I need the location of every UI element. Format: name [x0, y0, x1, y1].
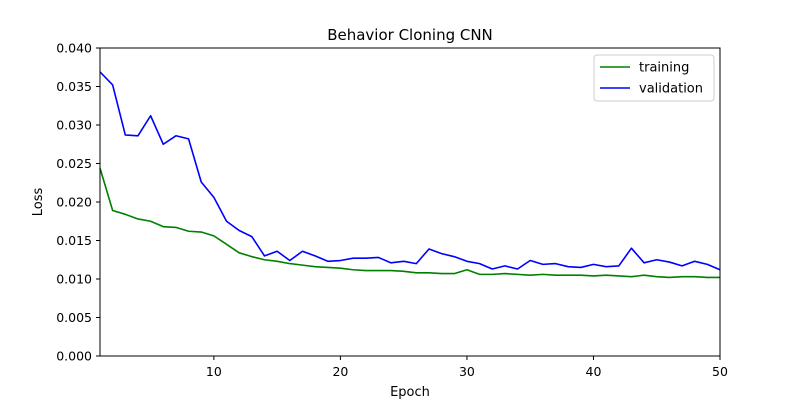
legend-label-validation: validation	[639, 82, 703, 97]
y-tick-label: 0.020	[56, 195, 92, 210]
y-tick-label: 0.025	[56, 156, 92, 171]
plot-area	[99, 71, 721, 279]
x-tick-label: 20	[332, 364, 348, 379]
x-axis-label: Epoch	[390, 385, 430, 400]
y-tick-label: 0.035	[56, 79, 92, 94]
y-axis: 0.000 0.005 0.010 0.015 0.020 0.025 0.030 0.035…	[56, 41, 100, 364]
x-axis: 10 20 30 40 50	[206, 356, 728, 379]
legend-label-training: training	[639, 61, 689, 76]
chart-title: Behavior Cloning CNN	[327, 26, 493, 44]
y-tick-label: 0.000	[56, 349, 92, 364]
y-tick-label: 0.015	[56, 233, 92, 248]
legend: training validation	[593, 54, 715, 102]
x-tick-label: 40	[586, 364, 602, 379]
series-line-validation	[99, 71, 721, 271]
x-tick-label: 50	[712, 364, 728, 379]
y-axis-label: Loss	[31, 188, 46, 217]
y-tick-label: 0.005	[56, 310, 92, 325]
y-tick-label: 0.010	[56, 272, 92, 287]
x-tick-label: 10	[206, 364, 222, 379]
y-tick-label: 0.040	[56, 41, 92, 56]
series-line-training	[99, 167, 720, 279]
y-tick-label: 0.030	[56, 118, 92, 133]
x-tick-label: 30	[459, 364, 475, 379]
